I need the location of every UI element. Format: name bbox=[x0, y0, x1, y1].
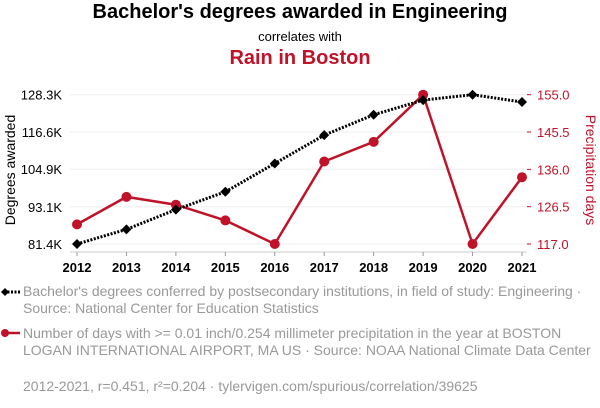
chart-title-secondary: Rain in Boston bbox=[229, 47, 371, 69]
degrees-point bbox=[319, 130, 330, 141]
degrees-point bbox=[170, 204, 181, 215]
rain-point bbox=[121, 191, 132, 202]
y-axis-label-right: Precipitation days bbox=[583, 115, 599, 226]
x-tick-label: 2012 bbox=[63, 260, 92, 275]
rain-point bbox=[418, 89, 429, 100]
x-tick-label: 2021 bbox=[508, 260, 537, 275]
x-tick-label: 2015 bbox=[211, 260, 240, 275]
right-tick-label: 136.0 bbox=[537, 162, 570, 177]
legend-item-rain: Number of days with >= 0.01 inch/0.254 m… bbox=[23, 325, 591, 358]
degrees-point bbox=[121, 224, 132, 235]
chart-subtitle: correlates with bbox=[258, 29, 342, 44]
x-tick-label: 2017 bbox=[310, 260, 339, 275]
chart-footer: 2012-2021, r=0.451, r²=0.204 · tylervige… bbox=[23, 378, 478, 394]
y-axis-label-left: Degrees awarded bbox=[2, 115, 18, 226]
rain-point bbox=[319, 156, 330, 167]
chart-title: Bachelor's degrees awarded in Engineerin… bbox=[92, 1, 508, 23]
legend-circle-icon bbox=[1, 329, 9, 337]
rain-point bbox=[517, 172, 527, 183]
degrees-point bbox=[517, 97, 527, 108]
legend-item-degrees: Bachelor's degrees conferred by postseco… bbox=[23, 283, 582, 316]
rain-point bbox=[368, 136, 379, 147]
right-tick-label: 145.5 bbox=[537, 125, 570, 140]
x-tick-label: 2018 bbox=[359, 260, 388, 275]
rain-point bbox=[220, 215, 231, 226]
left-tick-label: 93.1K bbox=[28, 200, 62, 215]
x-tick-label: 2020 bbox=[458, 260, 487, 275]
degrees-point bbox=[220, 186, 231, 197]
degrees-point bbox=[72, 239, 82, 249]
right-tick-label: 117.0 bbox=[537, 237, 569, 252]
x-tick-label: 2014 bbox=[161, 260, 191, 275]
rain-point bbox=[269, 239, 280, 249]
right-tick-label: 126.5 bbox=[537, 200, 570, 215]
left-tick-label: 128.3K bbox=[21, 88, 63, 103]
rain-point bbox=[72, 219, 82, 230]
legend-diamond-icon bbox=[1, 288, 9, 296]
x-tick-label: 2013 bbox=[112, 260, 141, 275]
left-tick-label: 81.4K bbox=[28, 237, 62, 252]
degrees-point bbox=[467, 89, 478, 100]
degrees-point bbox=[418, 95, 429, 106]
left-tick-label: 116.6K bbox=[22, 125, 63, 140]
degrees-point bbox=[269, 158, 280, 169]
degrees-point bbox=[368, 109, 379, 120]
degrees-series-line bbox=[76, 93, 523, 246]
x-tick-label: 2019 bbox=[409, 260, 438, 275]
right-tick-label: 155.0 bbox=[537, 88, 570, 103]
rain-series-line bbox=[76, 92, 524, 247]
x-tick-label: 2016 bbox=[260, 260, 289, 275]
rain-point bbox=[467, 239, 478, 249]
left-tick-label: 104.9K bbox=[21, 162, 63, 177]
